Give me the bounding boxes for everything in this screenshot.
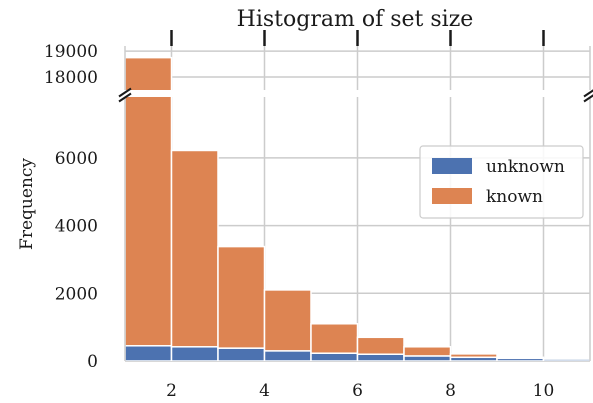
- bar-unknown: [170, 346, 219, 361]
- legend-swatch: [432, 188, 472, 204]
- bar-unknown: [403, 355, 452, 361]
- bar-known: [217, 245, 266, 349]
- y-axis-label: Frequency: [17, 158, 37, 250]
- x-tick-label: 8: [445, 381, 456, 401]
- bar-unknown: [217, 347, 266, 361]
- upper-bars: [125, 56, 173, 90]
- x-tick-label: 10: [533, 381, 555, 401]
- lower-bars: [125, 97, 590, 361]
- y-tick-label: 18000: [44, 68, 98, 88]
- x-tick-label: 6: [352, 381, 363, 401]
- bar-unknown: [356, 353, 405, 361]
- x-tick-label: 4: [259, 381, 270, 401]
- bar-unknown: [263, 350, 312, 361]
- break-mark: [118, 92, 132, 103]
- break-mark: [118, 87, 132, 98]
- legend-label: known: [486, 187, 543, 207]
- upper-panel: 18000 19000: [44, 30, 590, 90]
- chart-title: Histogram of set size: [237, 7, 474, 32]
- y-tick-label: 19000: [44, 42, 98, 62]
- y-tick-label: 4000: [55, 217, 98, 237]
- bar-unknown: [310, 352, 359, 361]
- legend: unknown known: [419, 145, 584, 219]
- x-tick-label: 2: [166, 381, 177, 401]
- y-tick-label: 0: [87, 352, 98, 372]
- break-mark: [583, 89, 593, 98]
- bar-known: [263, 289, 312, 352]
- y-tick-label: 2000: [55, 284, 98, 304]
- legend-swatch: [432, 158, 472, 174]
- bar-known: [496, 356, 545, 360]
- axis-break-marks: [118, 87, 593, 103]
- bar-known: [542, 357, 590, 360]
- y-tick-label: 6000: [55, 149, 98, 169]
- bar-known: [170, 149, 219, 348]
- bar-known: [125, 97, 173, 347]
- bar-known: [310, 323, 359, 354]
- bar-known: [403, 346, 452, 357]
- break-mark: [583, 94, 593, 103]
- legend-label: unknown: [486, 157, 565, 177]
- bar-known: [356, 336, 405, 355]
- bar-known: [449, 353, 498, 359]
- bar-unknown: [125, 345, 173, 361]
- lower-panel: 2 4 6 8 10 0 2000 4000 6000: [55, 46, 591, 401]
- bar-known-upper: [125, 56, 173, 90]
